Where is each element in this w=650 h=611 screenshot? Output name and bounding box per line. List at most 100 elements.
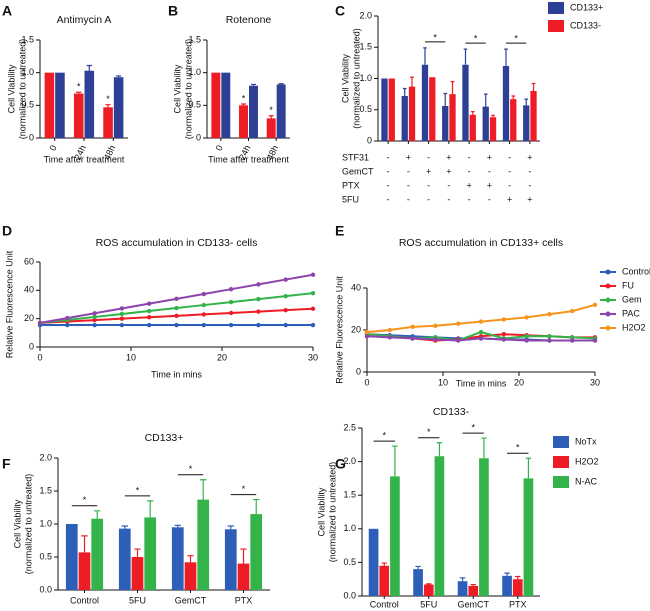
point xyxy=(410,324,415,330)
error-bar xyxy=(515,575,521,580)
significance-label: * xyxy=(242,484,246,494)
point xyxy=(283,307,288,313)
x-axis-label: Time after treatment xyxy=(208,154,289,164)
y-tick-label: 1.5 xyxy=(39,485,52,495)
significance-label: * xyxy=(433,32,437,42)
table-cell: + xyxy=(446,152,451,162)
bar xyxy=(78,552,91,590)
point xyxy=(592,302,598,307)
point xyxy=(364,329,370,335)
significance-label: * xyxy=(427,427,431,437)
point xyxy=(119,316,125,321)
table-cell: + xyxy=(487,152,492,162)
error-bar xyxy=(381,562,387,566)
error-bar xyxy=(187,555,194,563)
significance-label: * xyxy=(136,485,140,495)
point xyxy=(456,338,461,343)
error-bar xyxy=(436,442,443,457)
error-bar xyxy=(105,104,111,108)
error-bar xyxy=(250,83,256,86)
y-tick-label: 2.5 xyxy=(343,422,356,432)
x-tick-label: 5FU xyxy=(129,595,146,605)
point xyxy=(256,282,261,287)
bar xyxy=(457,581,468,596)
error-bar xyxy=(134,548,141,557)
error-bar xyxy=(392,445,398,477)
x-tick-label: 30 xyxy=(308,352,318,362)
bar xyxy=(462,64,469,141)
error-bar xyxy=(268,115,274,119)
point xyxy=(570,335,575,340)
y-axis-label: Cell Viability xyxy=(12,499,22,548)
point xyxy=(174,322,179,328)
x-tick-label: Control xyxy=(70,595,99,605)
table-cell: - xyxy=(387,194,390,204)
point xyxy=(283,293,288,299)
point xyxy=(174,305,179,311)
point xyxy=(256,322,261,328)
point xyxy=(92,314,97,320)
table-cell: - xyxy=(387,180,390,190)
chart-title: Rotenone xyxy=(226,14,272,26)
significance-label: * xyxy=(474,34,478,44)
legend-swatch xyxy=(553,476,569,488)
point xyxy=(92,317,97,323)
table-cell: - xyxy=(468,166,471,176)
x-tick-label: Control xyxy=(370,599,399,609)
bar xyxy=(44,72,55,138)
bar xyxy=(421,64,429,141)
y-tick-label: 40 xyxy=(24,285,34,295)
legend-swatch xyxy=(553,436,569,448)
point xyxy=(410,336,415,341)
y-tick-label: 40 xyxy=(351,282,361,292)
error-bar xyxy=(504,572,510,576)
y-tick-label: 2.0 xyxy=(343,456,356,466)
bar xyxy=(482,106,489,141)
table-cell: + xyxy=(406,152,411,162)
bar xyxy=(442,106,449,141)
error-bar xyxy=(81,535,88,553)
point xyxy=(433,337,438,342)
point xyxy=(364,334,370,339)
legend-swatch xyxy=(548,2,564,14)
bar xyxy=(479,458,489,596)
significance-label: * xyxy=(516,443,520,453)
significance-label: * xyxy=(382,431,386,441)
table-cell: - xyxy=(387,152,390,162)
bar xyxy=(523,105,530,141)
bar xyxy=(249,85,258,138)
y-tick-label: 1.5 xyxy=(21,34,34,44)
table-cell: + xyxy=(507,194,512,204)
bar xyxy=(502,575,512,596)
bar xyxy=(131,557,144,590)
point xyxy=(228,310,234,316)
error-bar xyxy=(481,437,487,459)
point xyxy=(174,296,179,302)
error-bar xyxy=(121,525,128,529)
point xyxy=(37,320,43,326)
point xyxy=(201,302,206,308)
panel-letter: A xyxy=(2,3,12,19)
point xyxy=(310,272,316,277)
point xyxy=(119,322,125,328)
point xyxy=(256,309,261,314)
point xyxy=(547,334,552,339)
bar xyxy=(530,91,537,141)
bar xyxy=(144,517,157,590)
error-bar xyxy=(423,47,427,65)
y-axis-label: (normalized to untreated) xyxy=(23,474,33,575)
y-axis-label: (normalized to untreated) xyxy=(351,28,361,129)
bar xyxy=(221,72,231,138)
error-bar xyxy=(511,95,516,100)
error-bar xyxy=(531,82,536,91)
bar xyxy=(413,569,423,596)
table-row-label: GemCT xyxy=(342,166,374,176)
point xyxy=(147,308,152,314)
error-bar xyxy=(470,111,475,115)
bar xyxy=(510,99,517,141)
panel-letter: F xyxy=(2,456,11,472)
bar xyxy=(65,524,78,590)
table-cell: - xyxy=(407,194,410,204)
point xyxy=(65,322,70,328)
